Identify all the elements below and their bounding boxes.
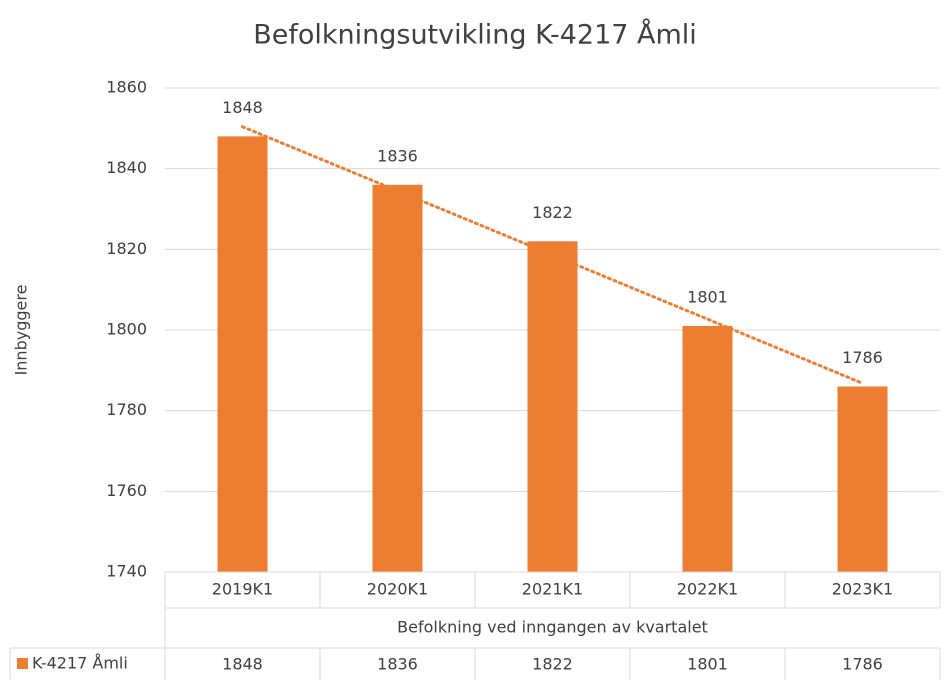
y-tick-label: 1860 bbox=[106, 78, 147, 97]
y-tick-label: 1760 bbox=[106, 481, 147, 500]
table-value: 1786 bbox=[842, 655, 883, 674]
y-tick-label: 1780 bbox=[106, 400, 147, 419]
y-tick-label: 1740 bbox=[106, 562, 147, 581]
x-tick-label: 2019K1 bbox=[212, 580, 273, 599]
legend-key bbox=[17, 658, 28, 669]
trendline bbox=[241, 125, 864, 385]
table-value: 1836 bbox=[377, 655, 418, 674]
bar bbox=[682, 325, 733, 572]
y-tick-label: 1820 bbox=[106, 239, 147, 258]
table-value: 1822 bbox=[532, 655, 573, 674]
y-axis-title: Innbyggere bbox=[12, 285, 31, 376]
y-tick-label: 1840 bbox=[106, 158, 147, 177]
data-label: 1848 bbox=[222, 98, 263, 117]
bar bbox=[527, 241, 578, 572]
x-tick-label: 2023K1 bbox=[832, 580, 893, 599]
data-label: 1822 bbox=[532, 203, 573, 222]
chart-title: Befolkningsutvikling K-4217 Åmli bbox=[253, 19, 697, 51]
x-tick-label: 2021K1 bbox=[522, 580, 583, 599]
legend-label: K-4217 Åmli bbox=[32, 654, 128, 673]
x-axis-title: Befolkning ved inngangen av kvartalet bbox=[397, 618, 708, 637]
y-tick-label: 1800 bbox=[106, 320, 147, 339]
data-label: 1836 bbox=[377, 146, 418, 165]
table-value: 1801 bbox=[687, 655, 728, 674]
x-tick-label: 2020K1 bbox=[367, 580, 428, 599]
table-value: 1848 bbox=[222, 655, 263, 674]
data-label: 1786 bbox=[842, 348, 883, 367]
data-label: 1801 bbox=[687, 287, 728, 306]
bar bbox=[372, 184, 423, 573]
x-tick-label: 2022K1 bbox=[677, 580, 738, 599]
bar bbox=[837, 386, 888, 572]
bar bbox=[217, 136, 268, 572]
